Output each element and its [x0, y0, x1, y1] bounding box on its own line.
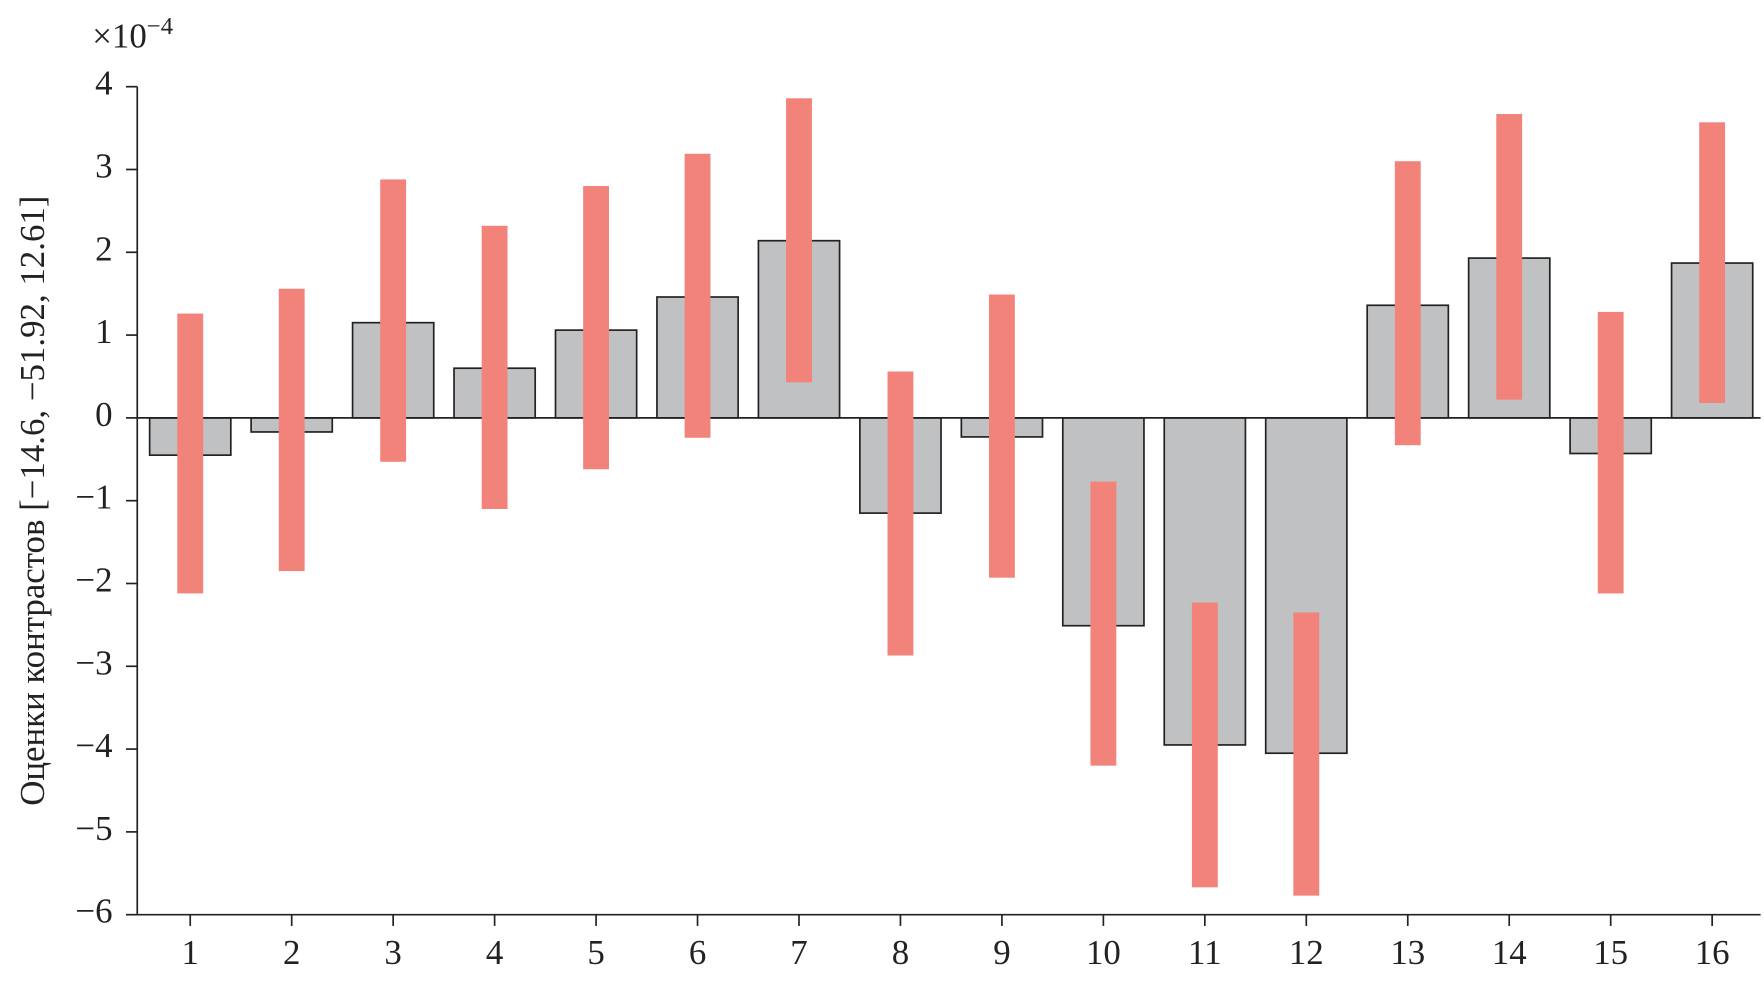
x-tick-label: 15	[1593, 933, 1628, 972]
x-tick-label: 9	[993, 933, 1010, 972]
interval	[583, 186, 610, 470]
interval	[1496, 114, 1523, 400]
interval	[1597, 311, 1624, 594]
y-tick-label: −2	[75, 560, 112, 599]
y-multiplier: ×10−4	[92, 13, 173, 56]
y-tick-label: −6	[75, 892, 112, 931]
x-tick-label: 3	[384, 933, 401, 972]
interval	[988, 294, 1015, 578]
multiplier-exponent: −4	[147, 13, 173, 40]
x-tick-label: 11	[1188, 933, 1222, 972]
x-tick-label: 1	[182, 933, 199, 972]
y-tick-label: −3	[75, 643, 112, 682]
y-axis-label: Оценки контрастов [−14.6, −51.92, 12.61]	[13, 196, 52, 806]
x-tick-label: 6	[689, 933, 706, 972]
interval	[380, 179, 407, 462]
y-tick-label: 0	[95, 395, 112, 434]
interval	[1293, 612, 1320, 896]
x-tick-label: 5	[587, 933, 604, 972]
x-tick-label: 12	[1289, 933, 1324, 972]
x-tick-label: 4	[486, 933, 503, 972]
y-tick-label: 4	[95, 64, 112, 103]
interval	[1699, 122, 1726, 403]
interval	[177, 313, 204, 594]
x-tick-label: 7	[790, 933, 807, 972]
y-tick-label: −1	[75, 478, 112, 517]
interval	[278, 288, 305, 572]
y-tick-label: 2	[95, 229, 112, 268]
x-tick-label: 13	[1390, 933, 1425, 972]
multiplier-base: ×10	[92, 16, 147, 55]
y-tick-label: −4	[75, 726, 112, 765]
interval	[1090, 481, 1117, 766]
x-tick-label: 2	[283, 933, 300, 972]
x-tick-label: 10	[1086, 933, 1121, 972]
x-tick-label: 8	[892, 933, 909, 972]
y-tick-label: −5	[75, 809, 112, 848]
y-tick-label: 1	[95, 312, 112, 351]
interval	[786, 98, 812, 383]
x-tick-label: 16	[1695, 933, 1730, 972]
interval	[481, 225, 508, 509]
interval	[1394, 161, 1421, 446]
y-tick-label: 3	[95, 146, 112, 185]
interval	[887, 371, 914, 656]
interval	[1191, 602, 1218, 888]
interval	[684, 153, 711, 438]
x-tick-label: 14	[1492, 933, 1527, 972]
